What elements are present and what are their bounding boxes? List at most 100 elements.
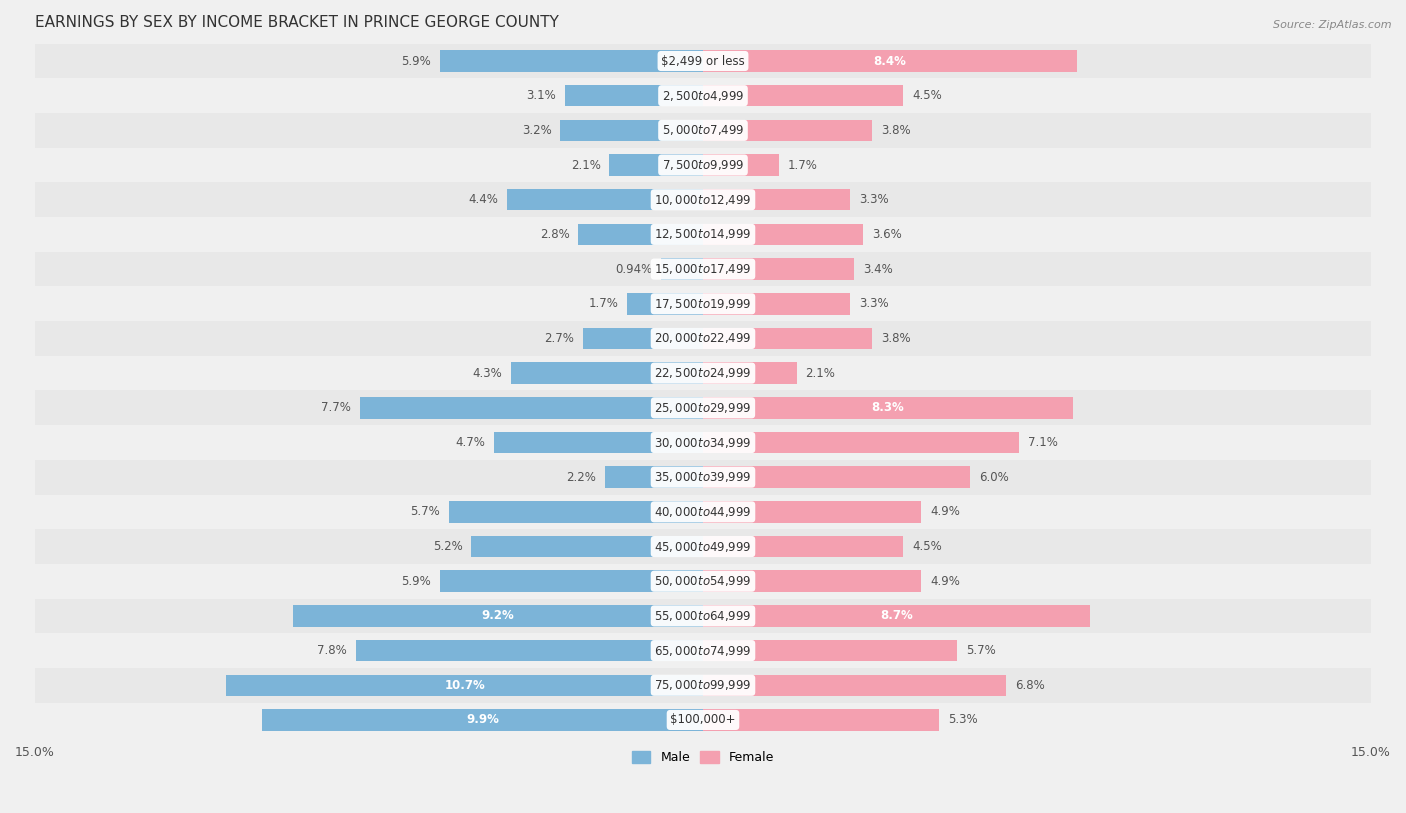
Bar [661,259,703,280]
Bar [703,293,851,315]
Text: 3.8%: 3.8% [882,332,911,345]
Bar [703,224,863,246]
Bar [609,154,703,176]
Bar [512,363,703,384]
Bar [360,397,703,419]
Bar [35,286,1371,321]
Text: 8.3%: 8.3% [872,402,904,415]
Bar [703,259,855,280]
Text: 4.7%: 4.7% [456,436,485,449]
Text: $50,000 to $54,999: $50,000 to $54,999 [654,574,752,589]
Text: $35,000 to $39,999: $35,000 to $39,999 [654,470,752,485]
Bar [471,536,703,557]
Bar [35,356,1371,390]
Text: $2,499 or less: $2,499 or less [661,54,745,67]
Bar [35,148,1371,182]
Text: 0.94%: 0.94% [614,263,652,276]
Text: 2.1%: 2.1% [806,367,835,380]
Bar [703,85,904,107]
Text: 2.8%: 2.8% [540,228,569,241]
Text: 1.7%: 1.7% [589,298,619,311]
Text: 3.6%: 3.6% [872,228,903,241]
Bar [494,432,703,454]
Bar [703,328,872,350]
Text: $100,000+: $100,000+ [671,714,735,727]
Text: $20,000 to $22,499: $20,000 to $22,499 [654,332,752,346]
Bar [508,189,703,211]
Text: $30,000 to $34,999: $30,000 to $34,999 [654,436,752,450]
Bar [440,571,703,592]
Text: 3.4%: 3.4% [863,263,893,276]
Bar [35,425,1371,460]
Text: $10,000 to $12,499: $10,000 to $12,499 [654,193,752,207]
Bar [294,605,703,627]
Bar [35,633,1371,668]
Bar [565,85,703,107]
Text: 6.8%: 6.8% [1015,679,1045,692]
Text: $25,000 to $29,999: $25,000 to $29,999 [654,401,752,415]
Bar [35,113,1371,148]
Text: 2.2%: 2.2% [567,471,596,484]
Text: 7.1%: 7.1% [1028,436,1057,449]
Text: 5.7%: 5.7% [966,644,995,657]
Text: 5.2%: 5.2% [433,540,463,553]
Legend: Male, Female: Male, Female [627,746,779,769]
Text: $40,000 to $44,999: $40,000 to $44,999 [654,505,752,519]
Text: $5,000 to $7,499: $5,000 to $7,499 [662,124,744,137]
Text: $22,500 to $24,999: $22,500 to $24,999 [654,366,752,380]
Bar [35,529,1371,564]
Text: $45,000 to $49,999: $45,000 to $49,999 [654,540,752,554]
Text: Source: ZipAtlas.com: Source: ZipAtlas.com [1274,20,1392,30]
Bar [561,120,703,141]
Text: $75,000 to $99,999: $75,000 to $99,999 [654,678,752,693]
Bar [356,640,703,661]
Text: EARNINGS BY SEX BY INCOME BRACKET IN PRINCE GEORGE COUNTY: EARNINGS BY SEX BY INCOME BRACKET IN PRI… [35,15,558,30]
Bar [703,605,1091,627]
Text: 3.2%: 3.2% [522,124,551,137]
Text: 2.1%: 2.1% [571,159,600,172]
Text: 5.7%: 5.7% [411,506,440,519]
Text: 3.3%: 3.3% [859,298,889,311]
Bar [703,154,779,176]
Bar [703,501,921,523]
Bar [627,293,703,315]
Bar [703,363,797,384]
Text: 4.5%: 4.5% [912,540,942,553]
Bar [703,675,1005,696]
Bar [35,217,1371,252]
Bar [703,397,1073,419]
Bar [35,494,1371,529]
Text: 7.8%: 7.8% [316,644,347,657]
Bar [449,501,703,523]
Bar [35,390,1371,425]
Text: 5.3%: 5.3% [948,714,977,727]
Bar [35,702,1371,737]
Bar [703,467,970,488]
Bar [578,224,703,246]
Bar [703,571,921,592]
Text: $7,500 to $9,999: $7,500 to $9,999 [662,158,744,172]
Bar [35,460,1371,494]
Text: $65,000 to $74,999: $65,000 to $74,999 [654,644,752,658]
Bar [440,50,703,72]
Bar [703,640,957,661]
Text: 8.4%: 8.4% [873,54,907,67]
Bar [262,709,703,731]
Text: 4.9%: 4.9% [931,575,960,588]
Text: 8.7%: 8.7% [880,610,912,623]
Bar [35,78,1371,113]
Bar [703,189,851,211]
Bar [35,598,1371,633]
Text: 4.9%: 4.9% [931,506,960,519]
Text: 9.2%: 9.2% [482,610,515,623]
Bar [703,709,939,731]
Text: 3.8%: 3.8% [882,124,911,137]
Text: 10.7%: 10.7% [444,679,485,692]
Bar [35,321,1371,356]
Bar [703,50,1077,72]
Text: 4.3%: 4.3% [472,367,502,380]
Text: $17,500 to $19,999: $17,500 to $19,999 [654,297,752,311]
Text: 9.9%: 9.9% [467,714,499,727]
Text: 6.0%: 6.0% [979,471,1010,484]
Text: 1.7%: 1.7% [787,159,817,172]
